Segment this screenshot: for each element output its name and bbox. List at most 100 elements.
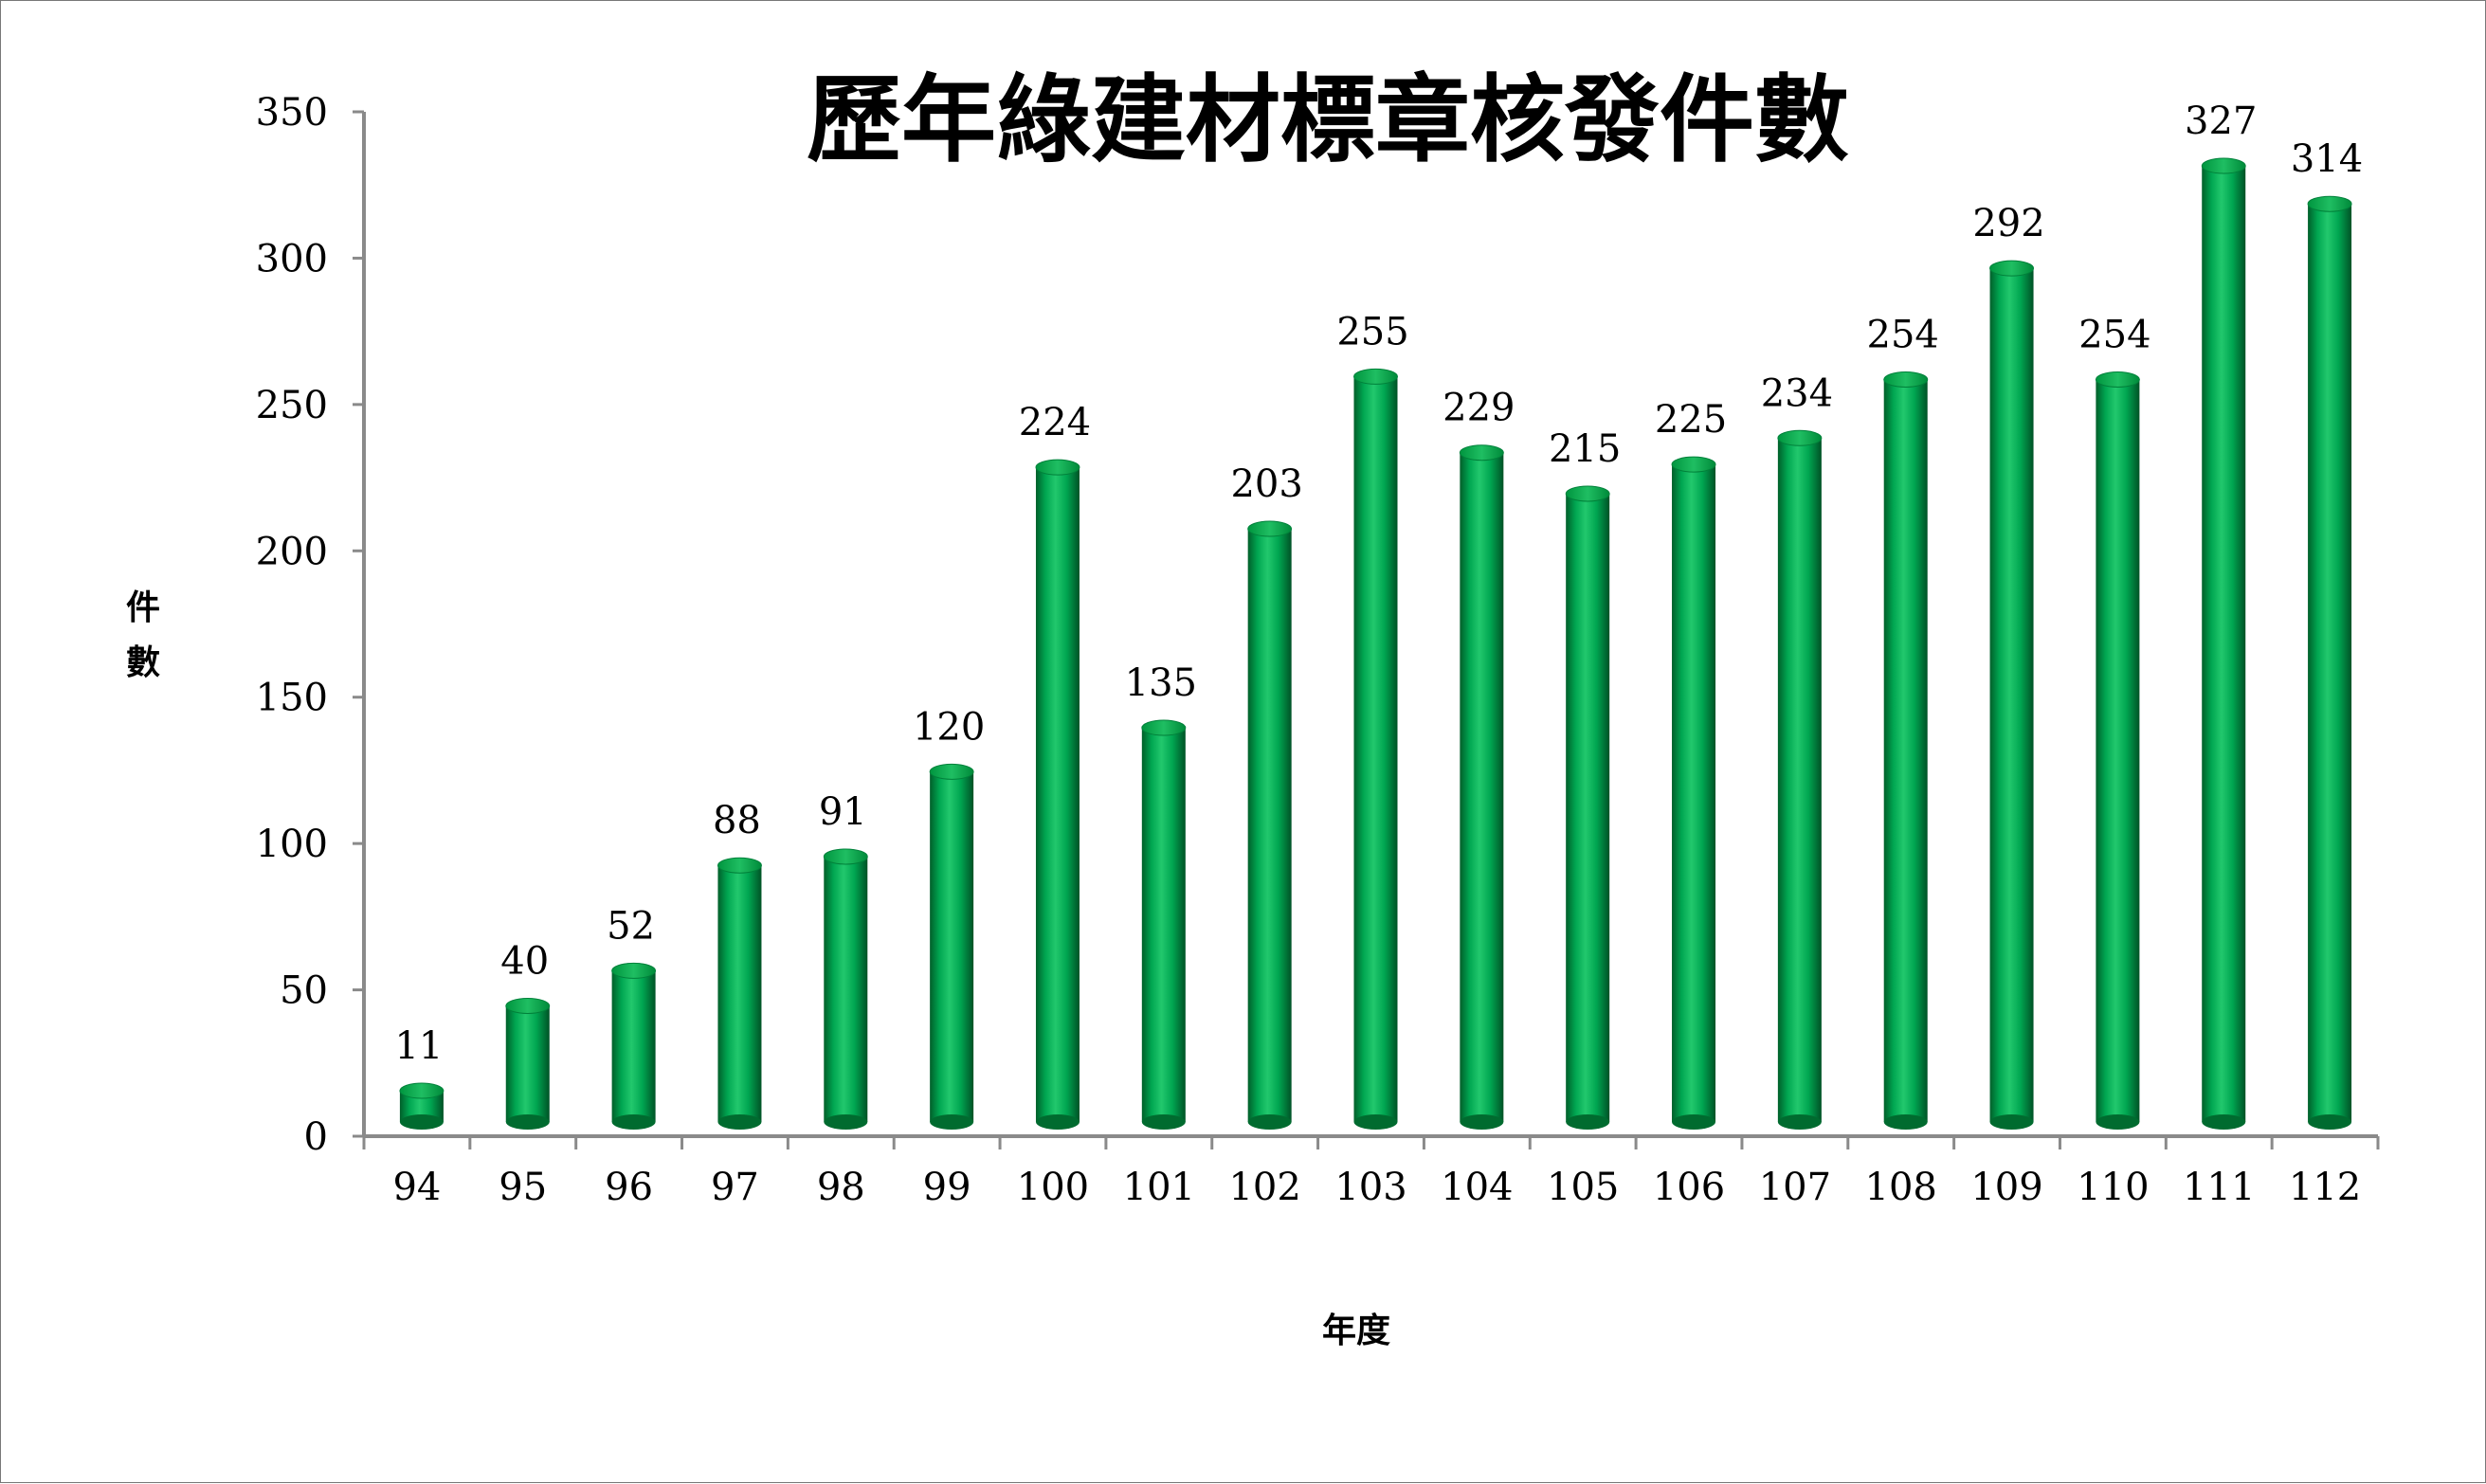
bar-top: [1565, 485, 1610, 502]
data-label: 229: [1443, 387, 1515, 430]
bar-base: [1883, 1114, 1928, 1130]
data-label: 314: [2291, 137, 2363, 181]
bar-body: [1777, 438, 1822, 1122]
x-axis-title: 年度: [1322, 1311, 1390, 1350]
bar-body: [1566, 493, 1610, 1122]
bar: [1141, 719, 1187, 1130]
bar: [1035, 459, 1080, 1130]
y-tick-label: 300: [256, 237, 328, 281]
bar-base: [1035, 1114, 1080, 1130]
x-tick-label: 102: [1228, 1166, 1300, 1209]
bar: [2201, 157, 2246, 1130]
bar: [1353, 368, 1398, 1130]
bar-base: [1566, 1114, 1610, 1130]
x-tick-label: 94: [392, 1166, 441, 1209]
data-label: 224: [1019, 401, 1091, 444]
bar-base: [1141, 1114, 1186, 1130]
x-tick-label: 106: [1653, 1166, 1725, 1209]
y-tick-label: 100: [256, 823, 328, 866]
bar-base: [2202, 1114, 2246, 1130]
bar-top: [1989, 260, 2035, 277]
data-label: 225: [1655, 398, 1727, 442]
bar-base: [1353, 1114, 1398, 1130]
bar-body: [930, 771, 974, 1122]
x-axis: 94 95 96 97 98 99 100 101 102 103 104 105 106 107 108 1…: [362, 1134, 2380, 1209]
y-tick-label: 250: [256, 384, 328, 427]
bar-top: [1353, 368, 1398, 385]
bar-top: [1035, 459, 1080, 476]
bar-base: [2308, 1114, 2352, 1130]
data-labels: 11 40 52 88 91 120 224 135 203 255 229 215 225 234 254…: [394, 100, 2363, 1068]
bar-body: [505, 1005, 550, 1122]
y-axis: 0 50 100 150 200 250 300 350: [256, 91, 366, 1159]
data-label: 88: [713, 799, 761, 842]
bar-body: [1247, 529, 1292, 1122]
data-label: 91: [819, 790, 867, 834]
bar: [1671, 456, 1716, 1130]
x-tick-label: 97: [711, 1166, 759, 1209]
x-tick-label: 109: [1970, 1166, 2042, 1209]
bar: [1459, 444, 1504, 1130]
data-label: 215: [1549, 427, 1621, 471]
bar-body: [1141, 728, 1186, 1122]
data-label: 254: [2078, 314, 2150, 357]
x-tick-label: 99: [923, 1166, 971, 1209]
x-tick-label: 96: [605, 1166, 653, 1209]
bar-base: [399, 1114, 444, 1130]
data-label: 292: [1972, 202, 2044, 245]
bar-body: [611, 970, 656, 1122]
bar: [823, 848, 868, 1130]
bar-top: [717, 857, 762, 874]
data-label: 11: [394, 1024, 443, 1068]
bar: [929, 763, 974, 1130]
data-label: 40: [500, 939, 549, 983]
bar: [1247, 520, 1293, 1130]
bar-body: [717, 865, 762, 1122]
bar-body: [2202, 166, 2246, 1123]
x-tick-label: 108: [1865, 1166, 1937, 1209]
bar-body: [1989, 268, 2034, 1122]
x-tick-label: 105: [1547, 1166, 1619, 1209]
bar: [2095, 371, 2140, 1130]
bar-top: [505, 997, 551, 1014]
bar-base: [505, 1114, 550, 1130]
y-tick-label: 350: [256, 91, 328, 135]
y-tick-label: 200: [256, 530, 328, 573]
x-tick-label: 98: [817, 1166, 865, 1209]
data-label: 203: [1230, 462, 1302, 506]
bar: [505, 997, 551, 1130]
data-label: 327: [2185, 100, 2257, 143]
bar: [2307, 195, 2352, 1130]
bar-base: [611, 1114, 656, 1130]
bar-base: [1777, 1114, 1822, 1130]
bar-body: [2096, 379, 2140, 1122]
bar-top: [399, 1082, 445, 1099]
bar-base: [1672, 1114, 1716, 1130]
bar-top: [1883, 371, 1929, 389]
bar: [1565, 485, 1610, 1130]
y-axis-title: 件數: [126, 588, 160, 682]
x-tick-label: 104: [1441, 1166, 1513, 1209]
x-tick-label: 111: [2183, 1166, 2255, 1209]
bar-body: [2308, 204, 2352, 1122]
bar-body: [1035, 467, 1080, 1122]
bar-body: [824, 856, 868, 1122]
bar-body: [1460, 452, 1504, 1122]
bar-top: [2307, 195, 2352, 212]
chart-title: 歷年綠建材標章核發件數: [807, 63, 1849, 175]
bar-top: [929, 763, 974, 780]
data-label: 52: [607, 904, 655, 948]
bar-body: [1883, 379, 1928, 1122]
bars: [399, 157, 2352, 1130]
bar: [611, 962, 657, 1130]
y-tick-label: 0: [304, 1115, 328, 1159]
bar-top: [2201, 157, 2246, 174]
bar: [1883, 371, 1929, 1130]
bar-base: [824, 1114, 868, 1130]
bar-top: [823, 848, 868, 865]
x-tick-label: 95: [499, 1166, 547, 1209]
bar-top: [2095, 371, 2140, 389]
data-label: 135: [1125, 661, 1197, 705]
x-tick-label: 100: [1017, 1166, 1089, 1209]
